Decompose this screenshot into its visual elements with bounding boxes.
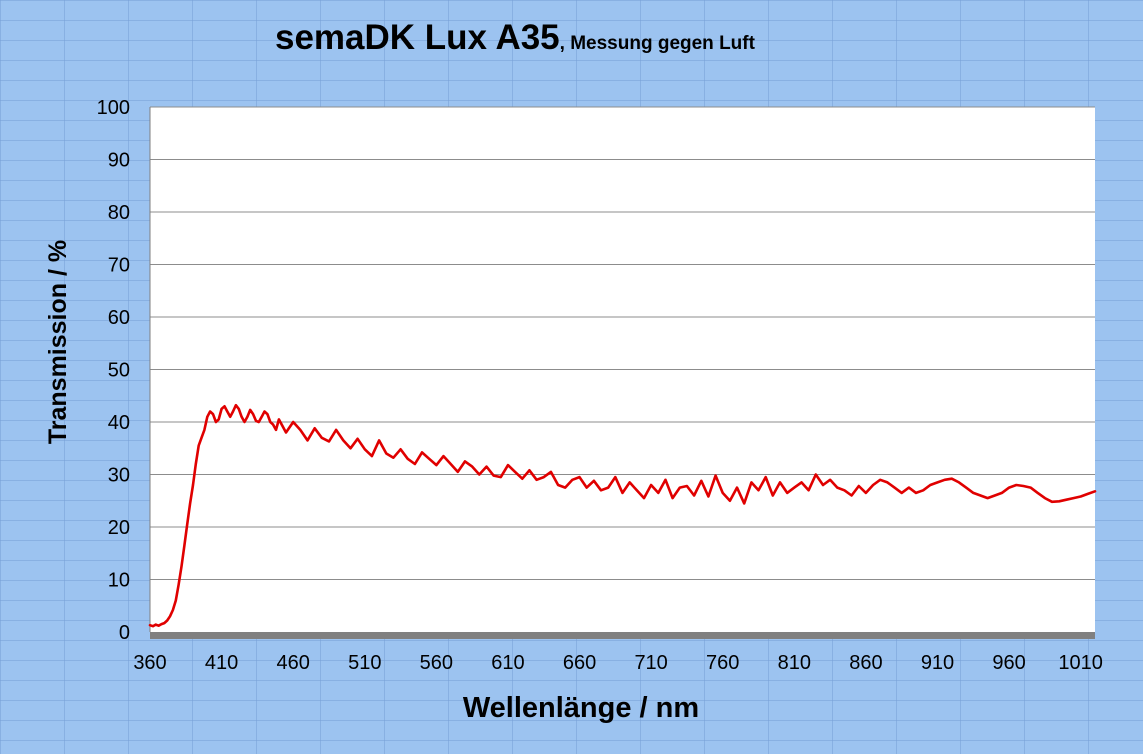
chart-subtitle: , Messung gegen Luft bbox=[559, 33, 755, 54]
x-tick-label: 710 bbox=[634, 652, 667, 674]
x-tick-label: 1010 bbox=[1058, 652, 1103, 674]
x-tick-label: 410 bbox=[205, 652, 238, 674]
x-tick-label: 460 bbox=[276, 652, 309, 674]
x-tick-label: 610 bbox=[491, 652, 524, 674]
y-axis-label: Transmission / % bbox=[44, 240, 72, 444]
series-line-0 bbox=[148, 403, 1097, 628]
chart-title: semaDK Lux A35, Messung gegen Luft bbox=[275, 18, 755, 58]
y-tick-label: 10 bbox=[108, 570, 130, 592]
chart-title-main: semaDK Lux A35 bbox=[275, 18, 560, 57]
x-tick-label: 510 bbox=[348, 652, 381, 674]
x-tick-label: 860 bbox=[849, 652, 882, 674]
y-tick-label: 60 bbox=[108, 307, 130, 329]
floor-band bbox=[150, 632, 1095, 639]
y-tick-label: 50 bbox=[108, 360, 130, 382]
y-tick-label: 40 bbox=[108, 412, 130, 434]
y-tick-label: 20 bbox=[108, 517, 130, 539]
x-tick-label: 960 bbox=[992, 652, 1025, 674]
y-tick-label: 100 bbox=[97, 97, 130, 119]
y-tick-labels: 0 10 20 30 40 50 60 70 80 90 100 bbox=[97, 97, 130, 644]
x-tick-label: 560 bbox=[420, 652, 453, 674]
x-tick-label: 760 bbox=[706, 652, 739, 674]
x-axis-label: Wellenlänge / nm bbox=[463, 692, 699, 724]
y-tick-label: 90 bbox=[108, 150, 130, 172]
x-tick-label: 360 bbox=[133, 652, 166, 674]
y-tick-label: 0 bbox=[119, 622, 130, 644]
x-tick-label: 660 bbox=[563, 652, 596, 674]
series-layer bbox=[148, 403, 1097, 628]
y-tick-label: 80 bbox=[108, 202, 130, 224]
x-tick-labels: 360 410 460 510 560 610 660 710 760 810 860 910 960 1… bbox=[133, 652, 1103, 674]
y-tick-label: 30 bbox=[108, 465, 130, 487]
x-tick-label: 810 bbox=[778, 652, 811, 674]
grid-lines bbox=[150, 106, 1095, 580]
y-tick-label: 70 bbox=[108, 255, 130, 277]
x-tick-label: 910 bbox=[921, 652, 954, 674]
